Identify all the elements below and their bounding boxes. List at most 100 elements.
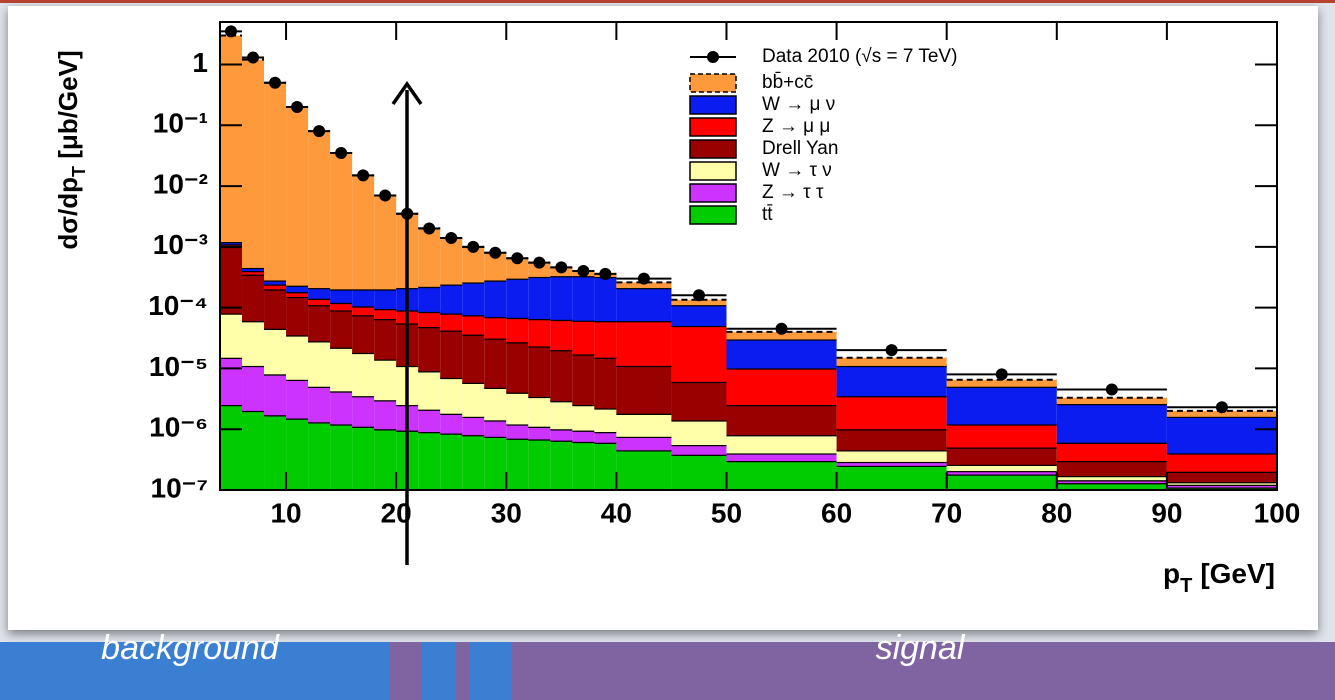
- histogram-segment: [946, 464, 1057, 472]
- histogram-segment: [308, 131, 331, 289]
- legend-swatch: [689, 139, 737, 159]
- data-point: [637, 272, 650, 285]
- histogram-segment: [572, 405, 595, 431]
- histogram-segment: [330, 347, 353, 392]
- data-point: [692, 289, 705, 302]
- histogram-segment: [242, 59, 265, 268]
- histogram-segment: [506, 278, 529, 318]
- data-point: [489, 246, 502, 259]
- histogram-segment: [330, 391, 353, 425]
- signal-label: signal: [876, 629, 966, 667]
- histogram-segment: [572, 320, 595, 355]
- histogram-segment: [264, 289, 287, 329]
- x-tick-label: 70: [931, 497, 962, 528]
- histogram-segment: [528, 426, 551, 440]
- histogram-segment: [671, 325, 727, 382]
- legend-label: tt̄: [762, 204, 773, 225]
- histogram-segment: [264, 415, 287, 490]
- histogram-segment: [484, 420, 507, 437]
- histogram-segment: [671, 444, 727, 455]
- data-point: [555, 261, 568, 274]
- histogram-segment: [374, 429, 397, 490]
- y-tick-label: 10⁻¹: [153, 108, 208, 139]
- histogram-segment: [242, 267, 265, 272]
- y-tick-label: 10⁻⁷: [151, 472, 208, 503]
- legend-label: W → μ ν: [762, 94, 835, 115]
- histogram-segment: [330, 289, 353, 303]
- histogram-segment: [352, 396, 375, 427]
- data-point: [335, 146, 348, 159]
- histogram-segment: [506, 258, 529, 279]
- histogram-segment: [418, 431, 441, 490]
- histogram-segment: [242, 321, 265, 366]
- histogram-segment: [418, 228, 441, 287]
- y-label-sub: T: [69, 166, 89, 177]
- histogram-segment: [946, 447, 1057, 465]
- histogram-segment: [836, 429, 947, 451]
- histogram-segment: [550, 350, 573, 402]
- histogram-segment: [264, 280, 287, 285]
- data-point: [291, 100, 304, 113]
- histogram-segment: [1056, 460, 1167, 476]
- histogram-segment: [1056, 480, 1167, 484]
- histogram-segment: [506, 342, 529, 393]
- histogram-segment: [616, 436, 672, 451]
- histogram-segment: [1166, 484, 1277, 488]
- histogram-segment: [330, 152, 353, 290]
- x-tick-label: 90: [1151, 497, 1182, 528]
- histogram-segment: [286, 285, 309, 293]
- histogram-segment: [1166, 416, 1277, 454]
- histogram-segment: [726, 460, 837, 490]
- histogram-segment: [242, 274, 265, 322]
- histogram-segment: [286, 379, 309, 419]
- histogram-segment: [550, 319, 573, 351]
- histogram-segment: [484, 317, 507, 339]
- histogram-segment: [286, 106, 309, 286]
- data-point: [1105, 383, 1118, 396]
- histogram-segment: [462, 315, 485, 335]
- histogram-segment: [484, 387, 507, 421]
- histogram-segment: [308, 298, 331, 306]
- data-point: [379, 189, 392, 202]
- histogram-segment: [440, 237, 463, 285]
- histogram-segment: [572, 354, 595, 406]
- histogram-segment: [528, 439, 551, 490]
- histogram-segment: [572, 441, 595, 490]
- histogram-segment: [1056, 475, 1167, 481]
- data-point: [445, 231, 458, 244]
- histogram-segment: [440, 313, 463, 331]
- background-strip: [422, 642, 455, 700]
- histogram-segment: [506, 392, 529, 425]
- histogram-segment: [440, 413, 463, 434]
- histogram-segment: [726, 435, 837, 454]
- histogram-segment: [220, 246, 243, 314]
- histogram-segment: [506, 317, 529, 343]
- x-tick-label: 50: [711, 497, 742, 528]
- legend-label: bb̄+cc̄: [762, 72, 813, 93]
- histogram-segment: [264, 328, 287, 375]
- x-tick-label: 40: [601, 497, 632, 528]
- histogram-segment: [1166, 471, 1277, 483]
- histogram-segment: [462, 416, 485, 436]
- histogram-segment: [418, 311, 441, 328]
- histogram-segment: [1166, 482, 1277, 485]
- histogram-segment: [352, 306, 375, 316]
- data-point: [599, 267, 612, 280]
- histogram-segment: [1166, 487, 1277, 490]
- histogram-segment: [352, 315, 375, 353]
- top-rule: [0, 0, 1335, 3]
- histogram-segment: [550, 429, 573, 441]
- histogram-segment: [220, 244, 243, 247]
- data-point: [885, 344, 898, 357]
- plot-frame: [219, 21, 1278, 491]
- histogram-segment: [594, 276, 617, 322]
- data-point: [533, 256, 546, 269]
- histogram-segment: [242, 410, 265, 490]
- histogram-segment: [462, 435, 485, 490]
- histogram-segment: [836, 357, 947, 366]
- histogram-segment: [484, 280, 507, 318]
- histogram-segment: [352, 175, 375, 290]
- data-point: [511, 252, 524, 265]
- y-tick-label: 1: [192, 47, 208, 78]
